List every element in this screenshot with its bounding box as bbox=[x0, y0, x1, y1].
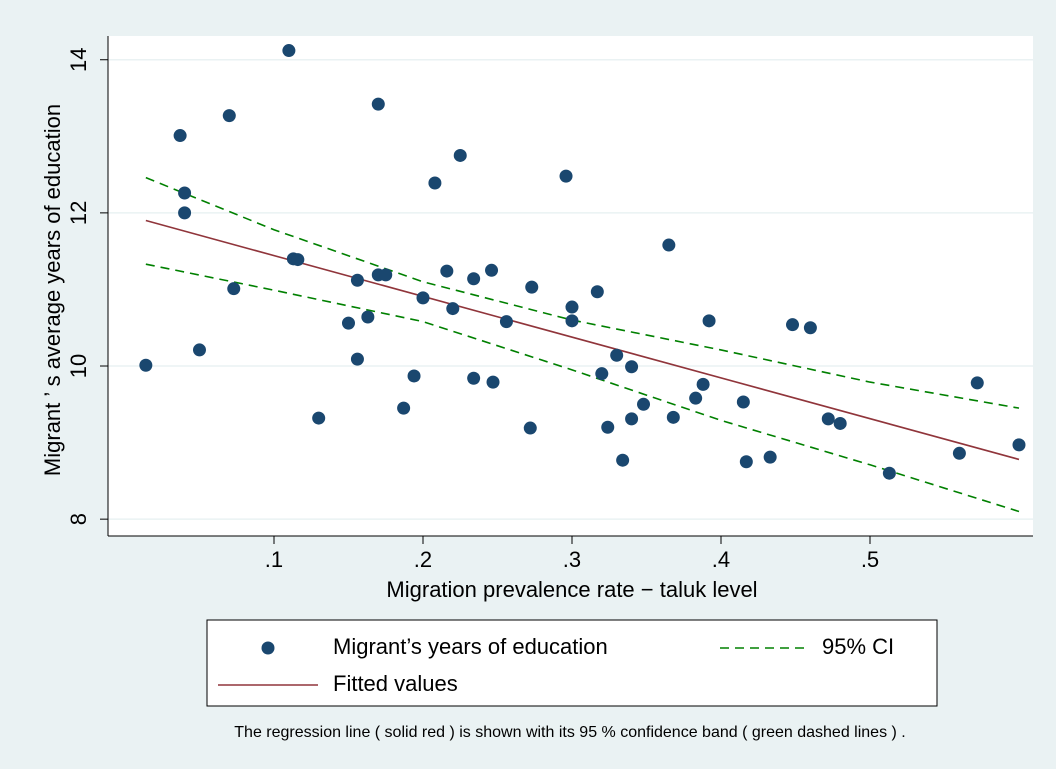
point bbox=[590, 285, 604, 299]
legend-label: 95% CI bbox=[822, 634, 894, 659]
x-tick-label: .5 bbox=[861, 547, 879, 572]
point bbox=[312, 411, 326, 425]
point bbox=[341, 316, 355, 330]
point bbox=[139, 358, 153, 372]
point bbox=[763, 450, 777, 464]
x-tick-label: .4 bbox=[712, 547, 730, 572]
ci-lower bbox=[145, 263, 1020, 513]
x-axis-title: Migration prevalence rate − taluk level bbox=[386, 577, 757, 602]
point bbox=[565, 314, 579, 328]
point bbox=[467, 272, 481, 286]
point bbox=[601, 420, 615, 434]
point bbox=[702, 314, 716, 328]
y-axis-title: Migrant ’ s average years of education bbox=[40, 104, 65, 476]
point bbox=[499, 315, 513, 329]
point bbox=[173, 129, 187, 143]
x-tick-label: .2 bbox=[414, 547, 432, 572]
plot-area bbox=[108, 36, 1033, 536]
legend-marker bbox=[261, 641, 275, 655]
ci-upper bbox=[145, 176, 1020, 409]
point bbox=[689, 391, 703, 405]
point bbox=[440, 264, 454, 278]
point bbox=[192, 343, 206, 357]
point bbox=[803, 321, 817, 335]
point bbox=[970, 376, 984, 390]
point bbox=[397, 401, 411, 415]
point bbox=[379, 268, 393, 282]
point bbox=[625, 412, 639, 426]
y-tick-label: 10 bbox=[66, 354, 91, 378]
point bbox=[1012, 438, 1026, 452]
point bbox=[821, 412, 835, 426]
y-tick-label: 8 bbox=[66, 513, 91, 525]
legend-label: Fitted values bbox=[333, 671, 458, 696]
point bbox=[637, 397, 651, 411]
point bbox=[486, 375, 500, 389]
point bbox=[416, 291, 430, 305]
y-tick-label: 14 bbox=[66, 47, 91, 71]
point bbox=[178, 206, 192, 220]
point bbox=[610, 348, 624, 362]
point bbox=[739, 455, 753, 469]
x-tick-label: .1 bbox=[265, 547, 283, 572]
point bbox=[222, 109, 236, 123]
point bbox=[833, 416, 847, 430]
legend-label: Migrant’s years of education bbox=[333, 634, 608, 659]
point bbox=[485, 263, 499, 277]
point bbox=[662, 238, 676, 252]
point bbox=[282, 44, 296, 58]
point bbox=[625, 360, 639, 374]
point bbox=[453, 148, 467, 162]
point bbox=[786, 318, 800, 332]
point bbox=[407, 369, 421, 383]
caption: The regression line ( solid red ) is sho… bbox=[234, 724, 905, 741]
point bbox=[882, 466, 896, 480]
point bbox=[350, 352, 364, 366]
point bbox=[291, 253, 305, 267]
y-tick-label: 12 bbox=[66, 201, 91, 225]
point bbox=[350, 273, 364, 287]
point bbox=[595, 367, 609, 381]
point bbox=[616, 453, 630, 467]
point bbox=[446, 302, 460, 316]
x-tick-label: .3 bbox=[563, 547, 581, 572]
point bbox=[361, 310, 375, 324]
point bbox=[467, 371, 481, 385]
point bbox=[696, 377, 710, 391]
point bbox=[371, 97, 385, 111]
point bbox=[428, 176, 442, 190]
point bbox=[565, 300, 579, 314]
point bbox=[666, 410, 680, 424]
point bbox=[952, 446, 966, 460]
point bbox=[559, 169, 573, 183]
legend bbox=[206, 619, 938, 707]
point bbox=[525, 280, 539, 294]
point bbox=[523, 421, 537, 435]
point bbox=[736, 395, 750, 409]
point bbox=[178, 186, 192, 200]
point bbox=[227, 282, 241, 296]
